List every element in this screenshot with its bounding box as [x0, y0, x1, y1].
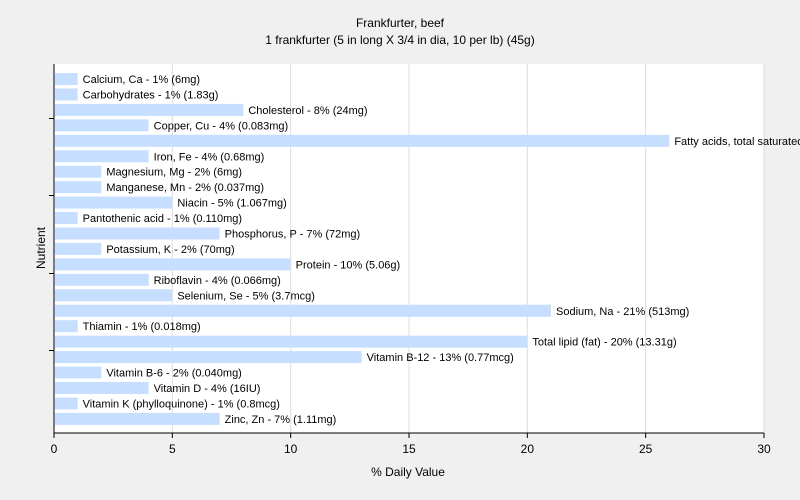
- bar: [55, 150, 149, 163]
- bar-label: Niacin - 5% (1.067mg): [177, 198, 286, 210]
- x-tick-label: 25: [639, 442, 653, 456]
- bar: [55, 397, 78, 410]
- chart-title: Frankfurter, beef: [356, 16, 445, 30]
- bar: [55, 119, 149, 132]
- bar: [55, 382, 149, 394]
- bar-label: Phosphorus, P - 7% (72mg): [225, 229, 361, 241]
- bar-label: Pantothenic acid - 1% (0.110mg): [83, 213, 242, 225]
- bar: [55, 88, 78, 101]
- x-tick-label: 5: [169, 442, 176, 456]
- x-tick-label: 20: [521, 442, 535, 456]
- bars: [55, 73, 670, 425]
- bar: [55, 242, 102, 255]
- bar-label: Riboflavin - 4% (0.066mg): [154, 275, 281, 287]
- y-axis-label: Nutrient: [34, 226, 48, 269]
- bar: [55, 273, 149, 286]
- x-tick-label: 0: [51, 442, 58, 456]
- bar-label: Calcium, Ca - 1% (6mg): [83, 74, 200, 86]
- bar-label: Copper, Cu - 4% (0.083mg): [154, 120, 289, 132]
- bar-label: Thiamin - 1% (0.018mg): [83, 321, 201, 333]
- x-tick-label: 30: [757, 442, 771, 456]
- bar: [55, 412, 220, 425]
- bar: [55, 366, 102, 379]
- bar: [55, 304, 551, 317]
- x-axis-label: % Daily Value: [371, 465, 445, 479]
- bar: [55, 134, 670, 147]
- x-tick-label: 15: [402, 442, 416, 456]
- bar: [55, 351, 362, 364]
- bar: [55, 258, 291, 271]
- bar-label: Fatty acids, total saturated - 26% (5.26…: [674, 136, 800, 148]
- bar-label: Protein - 10% (5.06g): [296, 259, 401, 271]
- bar-label: Carbohydrates - 1% (1.83g): [83, 89, 219, 101]
- bar-label: Vitamin B-12 - 13% (0.77mcg): [367, 352, 514, 364]
- bar-label: Sodium, Na - 21% (513mg): [556, 306, 689, 318]
- bar-label: Total lipid (fat) - 20% (13.31g): [532, 337, 676, 349]
- chart-subtitle: 1 frankfurter (5 in long X 3/4 in dia, 1…: [265, 33, 534, 47]
- grid-lines: [171, 64, 765, 433]
- bar: [55, 103, 244, 116]
- bar: [55, 289, 173, 302]
- bar-label: Magnesium, Mg - 2% (6mg): [106, 167, 242, 179]
- bar-labels: Calcium, Ca - 1% (6mg) Carbohydrates - 1%…: [83, 74, 800, 426]
- bar: [55, 227, 220, 240]
- bar-label: Manganese, Mn - 2% (0.037mg): [106, 182, 264, 194]
- bar-label: Iron, Fe - 4% (0.68mg): [154, 151, 265, 163]
- bar: [55, 181, 102, 194]
- bar: [55, 73, 78, 85]
- bar: [55, 165, 102, 178]
- bar-label: Potassium, K - 2% (70mg): [106, 244, 234, 256]
- bar-label: Vitamin B-6 - 2% (0.040mg): [106, 368, 242, 380]
- axes: 0 5 10 15 20 25 30: [49, 64, 771, 456]
- bar: [55, 320, 78, 333]
- bar: [55, 212, 78, 225]
- bar-label: Zinc, Zn - 7% (1.11mg): [225, 414, 337, 426]
- bar-label: Vitamin K (phylloquinone) - 1% (0.8mcg): [83, 398, 280, 410]
- bar: [55, 335, 528, 348]
- bar-label: Cholesterol - 8% (24mg): [248, 105, 367, 117]
- x-tick-label: 10: [284, 442, 298, 456]
- bar: [55, 196, 173, 209]
- bar-label: Vitamin D - 4% (16IU): [154, 383, 261, 395]
- bar-label: Selenium, Se - 5% (3.7mcg): [177, 290, 315, 302]
